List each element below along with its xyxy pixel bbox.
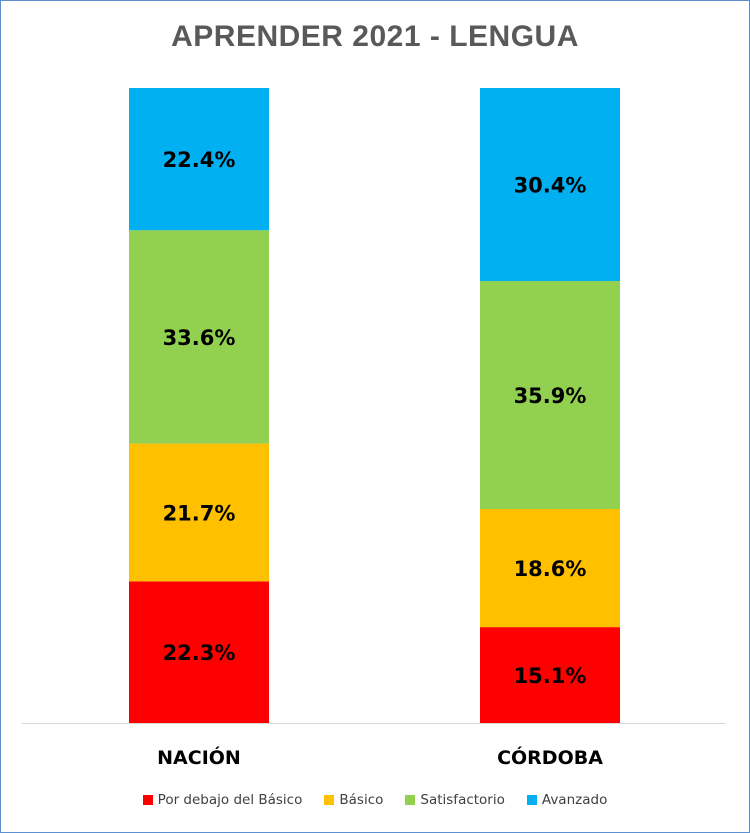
legend-swatch-3 xyxy=(526,795,537,805)
bar-segment-0-0 xyxy=(129,581,269,723)
bar-segment-1-1 xyxy=(480,509,620,628)
category-label-1: CÓRDOBA xyxy=(497,745,603,769)
data-label-1-0: 15.1% xyxy=(514,664,587,688)
data-label-0-0: 22.3% xyxy=(163,641,236,665)
legend-label-0: Por debajo del Básico xyxy=(157,792,303,808)
data-label-0-1: 21.7% xyxy=(163,501,236,525)
bar-segment-0-2 xyxy=(129,230,269,444)
legend-item-3: Avanzado xyxy=(526,792,608,808)
data-label-0-2: 33.6% xyxy=(163,326,236,350)
legend-item-1: Básico xyxy=(324,792,383,808)
legend-label-2: Satisfactorio xyxy=(420,792,505,808)
legend-label-3: Avanzado xyxy=(541,792,608,808)
bar-segment-1-0 xyxy=(480,627,620,723)
bar-segment-1-3 xyxy=(480,88,620,282)
legend: Por debajo del Básico Básico Satisfactorio… xyxy=(0,792,750,808)
chart-title: APRENDER 2021 - LENGUA xyxy=(171,20,579,53)
legend-item-0: Por debajo del Básico xyxy=(142,792,303,808)
bar-segment-0-1 xyxy=(129,443,269,582)
data-label-0-3: 22.4% xyxy=(163,148,236,172)
data-label-1-1: 18.6% xyxy=(514,557,587,581)
legend-swatch-0 xyxy=(142,795,153,805)
data-label-1-2: 35.9% xyxy=(514,384,587,408)
data-label-1-3: 30.4% xyxy=(514,174,587,198)
category-label-0: NACIÓN xyxy=(157,745,241,769)
legend-swatch-2 xyxy=(405,795,416,805)
legend-swatch-1 xyxy=(324,795,335,805)
legend-label-1: Básico xyxy=(339,792,384,808)
bar-segment-1-2 xyxy=(480,281,620,510)
bar-segment-0-3 xyxy=(129,88,269,231)
legend-item-2: Satisfactorio xyxy=(405,792,505,808)
